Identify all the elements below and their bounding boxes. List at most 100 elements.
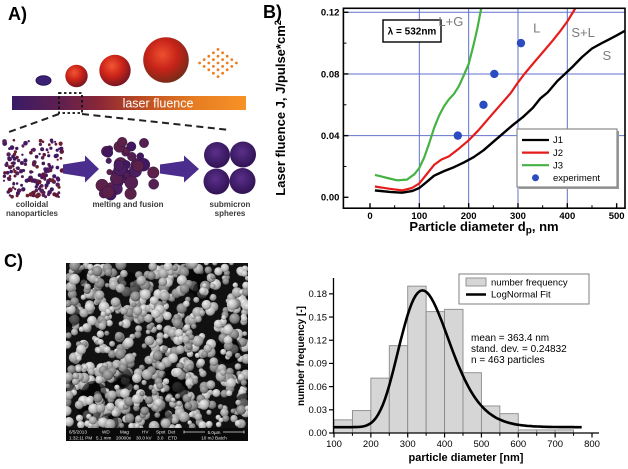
panel-c-histogram-chart: 100 200 300 400 500 600 700 800 0.00 0.03 0.06 0.09… xyxy=(296,273,600,464)
legend-label-J2: J2 xyxy=(553,148,563,159)
x-tick-label: 400 xyxy=(559,211,575,222)
y-tick-label: 0.03 xyxy=(309,405,328,416)
histogram-bar xyxy=(370,377,390,434)
zoom-dashed-line-left xyxy=(8,113,60,133)
sem-micrograph-texture xyxy=(66,263,248,428)
stage3-caption-line2: spheres xyxy=(215,209,246,218)
histogram-bar xyxy=(425,311,446,434)
x-axis-title: particle diameter [nm] xyxy=(409,452,524,464)
sem-det: ETD xyxy=(168,436,178,441)
x-tick-label: 500 xyxy=(609,211,625,222)
experiment-point xyxy=(516,38,526,48)
sem-batch-label: 10 mJ Batch xyxy=(201,436,227,441)
growing-sphere-small xyxy=(65,64,88,88)
y-tick-label: 0.12 xyxy=(321,8,340,19)
x-tick-label: 300 xyxy=(510,211,526,222)
panel-c-label: C) xyxy=(4,251,23,271)
growing-sphere-large xyxy=(143,37,189,83)
curve-J1 xyxy=(374,29,626,194)
sem-date: 6/5/2013 xyxy=(69,430,87,435)
sem-time: 1:32:11 PM xyxy=(69,436,92,441)
sem-spot-label: Spot xyxy=(156,430,166,435)
legend-label-J1: J1 xyxy=(553,135,563,146)
y-tick-label: 0.18 xyxy=(309,289,328,300)
x-tick-label: 300 xyxy=(400,439,416,450)
laser-fluence-bar xyxy=(12,96,246,110)
lognormal-fit-curve xyxy=(334,289,582,429)
histogram-bar xyxy=(388,345,409,434)
stats-line-1: stand. dev. = 0.24832 xyxy=(471,344,567,355)
y-tick-label: 0.12 xyxy=(309,335,328,346)
experiment-point xyxy=(479,100,488,109)
x-tick-label: 400 xyxy=(437,439,453,450)
submicron-spheres xyxy=(203,141,256,195)
series-group xyxy=(374,8,626,194)
histogram-bar xyxy=(351,410,372,434)
colloidal-nanoparticles-cluster xyxy=(2,138,65,199)
y-tick-label: 0.06 xyxy=(309,382,328,393)
legend-label-experiment: experiment xyxy=(553,173,600,184)
y-axis-title: Laser fluence J, J/pulse*cm2 xyxy=(273,20,288,196)
x-tick-label: 700 xyxy=(547,439,563,450)
x-tick-label: 100 xyxy=(411,211,427,222)
sem-hv: 30.0 kV xyxy=(136,436,153,441)
sem-wd-label: WD xyxy=(102,430,110,435)
y-axis-title: number frequency [-] xyxy=(296,306,307,406)
wavelength-annotation-box xyxy=(382,19,442,43)
stage1-caption-line1: colloidal xyxy=(16,200,48,209)
sem-info-bar xyxy=(66,428,248,441)
panel-a-label: A) xyxy=(8,4,27,24)
sem-mag-label: Mag xyxy=(120,430,129,435)
axes: 100 200 300 400 500 600 700 800 0.00 0.03 0.06 0.09… xyxy=(309,278,600,450)
curve-J3 xyxy=(374,8,483,182)
panel-b-label: B) xyxy=(263,2,282,22)
sem-image: 6/5/2013 WD Mag HV Spot Det 1:32:11 PM 5… xyxy=(66,263,248,441)
legend-marker-experiment xyxy=(532,174,539,182)
axes: 0 100 200 300 400 500 0.00 0.04 0.08 0.12 xyxy=(321,8,625,223)
melting-fusion-cluster xyxy=(95,137,160,201)
stage3-caption-line1: submicron xyxy=(210,200,251,209)
zoom-dashed-line-right xyxy=(81,113,231,131)
region-label-LplusG: L+G xyxy=(438,14,463,29)
x-tick-label: 800 xyxy=(584,439,600,450)
process-arrow-2 xyxy=(160,155,199,183)
x-axis-title: Particle diameter dp, nm xyxy=(409,219,558,237)
growing-sphere-medium xyxy=(99,54,131,87)
panel-b-chart: 0 100 200 300 400 500 0.00 0.04 0.08 0.12 Particle… xyxy=(273,7,626,237)
region-label-L: L xyxy=(533,20,540,35)
legend-label-number-frequency: number frequency xyxy=(491,278,568,289)
stats-line-0: mean = 363.4 nm xyxy=(471,333,549,344)
laser-fluence-bar-label: laser fluence xyxy=(123,97,194,111)
legend-label-J3: J3 xyxy=(553,160,563,171)
x-tick-label: 600 xyxy=(510,439,526,450)
stats-line-2: n = 463 particles xyxy=(471,355,545,366)
panel-a-schematic: laser fluence colloidal nanoparticles me… xyxy=(2,37,256,218)
sem-scale-label: 5.0µm xyxy=(208,430,221,435)
sem-info-bar-text: 6/5/2013 WD Mag HV Spot Det 1:32:11 PM 5… xyxy=(69,430,245,441)
legend-swatch-number-frequency xyxy=(465,277,487,287)
y-tick-label: 0.04 xyxy=(321,131,340,142)
sem-hv-label: HV xyxy=(142,430,149,435)
stage1-caption-line2: nanoparticles xyxy=(6,209,59,218)
y-tick-label: 0.08 xyxy=(321,69,340,80)
legend-label-lognormal-fit: LogNormal Fit xyxy=(491,290,551,301)
sem-det-label: Det xyxy=(168,430,176,435)
nanoparticle-seed xyxy=(35,75,52,86)
x-tick-label: 100 xyxy=(326,439,342,450)
region-label-S: S xyxy=(602,48,611,63)
wavelength-annotation: λ = 532nm xyxy=(388,27,437,38)
x-tick-label: 0 xyxy=(367,211,372,222)
curve-J2 xyxy=(374,8,577,192)
sem-spot: 3.0 xyxy=(157,436,164,441)
zoom-region-box xyxy=(58,92,83,114)
y-tick-label: 0.00 xyxy=(309,428,328,439)
y-tick-label: 0.15 xyxy=(309,312,328,323)
sem-wd: 5.1 mm xyxy=(96,436,111,441)
region-label-SplusL: S+L xyxy=(571,25,595,40)
sem-mag: 20000x xyxy=(116,436,132,441)
nanodot-lattice xyxy=(198,48,238,78)
experiment-point xyxy=(490,69,499,79)
